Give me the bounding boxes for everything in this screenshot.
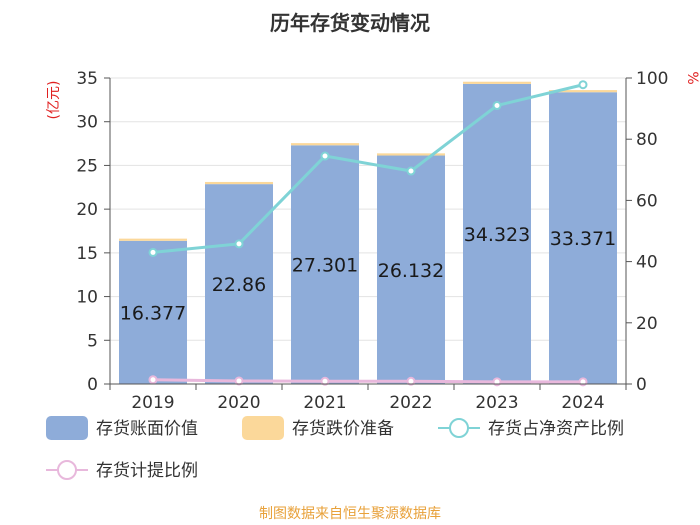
line-point: [148, 247, 158, 257]
bar-impairment-provision: [549, 90, 617, 93]
legend-item[interactable]: 存货跌价准备: [242, 416, 394, 440]
line-point: [406, 376, 416, 386]
x-tick-label: 2019: [131, 393, 174, 413]
x-tick-label: 2023: [475, 393, 518, 413]
bar-inventory-value: [377, 155, 445, 384]
bar-impairment-provision: [377, 153, 445, 156]
legend-item[interactable]: 存货计提比例: [46, 460, 198, 481]
bar-labels: 16.377 22.86 27.301 26.132 34.323 33.371: [120, 224, 616, 324]
left-tick-label: 20: [76, 200, 98, 220]
bar-impairment-provision: [205, 181, 273, 185]
legend-item[interactable]: 存货账面价值: [46, 416, 198, 440]
legend-marker: [57, 460, 77, 480]
bar-impairment-provision: [463, 81, 531, 84]
x-tick-label: 2024: [561, 393, 604, 413]
right-tick-label: 80: [636, 130, 658, 150]
right-tick-label: 40: [636, 253, 658, 273]
bar-value-label: 22.86: [212, 274, 266, 296]
line-point: [320, 151, 330, 161]
right-tick-label: 100: [636, 69, 668, 89]
left-tick-label: 15: [76, 244, 98, 264]
left-tick-label: 30: [76, 113, 98, 133]
legend-label: 存货占净资产比例: [488, 419, 624, 439]
axes: 0 5 10 15 20 25 30 35 0 20 40 60 80 100 2019 2020 2021 20…: [76, 69, 668, 413]
left-tick-label: 0: [87, 375, 98, 395]
left-tick-label: 35: [76, 69, 98, 89]
left-axis-unit: (亿元): [46, 81, 62, 120]
line-point: [148, 375, 158, 385]
bar-value-label: 26.132: [378, 260, 444, 282]
legend-label: 存货账面价值: [96, 419, 198, 439]
bar-value-label: 34.323: [464, 224, 530, 246]
bar-inventory-value: [119, 240, 187, 384]
line-point: [578, 80, 588, 90]
left-tick-label: 25: [76, 156, 98, 176]
left-tick-label: 10: [76, 288, 98, 308]
bar-impairment-provision: [291, 143, 359, 146]
right-tick-label: 20: [636, 314, 658, 334]
line-point: [320, 376, 330, 386]
right-tick-label: 0: [636, 375, 647, 395]
gridlines: [110, 77, 626, 385]
line-inventory-to-net-assets: [152, 83, 584, 254]
legend-swatch: [242, 416, 284, 440]
left-tick-label: 5: [87, 331, 98, 351]
bar-value-label: 16.377: [120, 302, 186, 324]
data-source-footer: 制图数据来自恒生聚源数据库: [259, 506, 441, 522]
bar-inventory-value: [463, 83, 531, 384]
bar-value-label: 33.371: [550, 228, 616, 250]
legend-label: 存货计提比例: [96, 461, 198, 481]
legend-label: 存货跌价准备: [292, 419, 394, 439]
legend-item[interactable]: 存货占净资产比例: [438, 418, 624, 439]
right-tick-label: 60: [636, 191, 658, 211]
bar-value-label: 27.301: [292, 255, 358, 277]
x-tick-label: 2022: [389, 393, 432, 413]
bar-inventory-value: [549, 92, 617, 384]
line-point: [234, 239, 244, 249]
bar-impairment-provision: [119, 238, 187, 241]
bar-inventory-value: [205, 184, 273, 384]
chart-title: 历年存货变动情况: [270, 11, 430, 35]
legend-marker: [449, 418, 469, 438]
bar-series: [119, 81, 617, 384]
right-axis-unit: %: [684, 71, 700, 84]
legend-swatch: [46, 416, 88, 440]
line-point: [406, 166, 416, 176]
x-tick-label: 2020: [217, 393, 260, 413]
bar-inventory-value: [291, 145, 359, 384]
line-provision-ratio: [152, 378, 583, 384]
line-point: [234, 376, 244, 386]
x-tick-label: 2021: [303, 393, 346, 413]
line-point: [492, 101, 502, 111]
